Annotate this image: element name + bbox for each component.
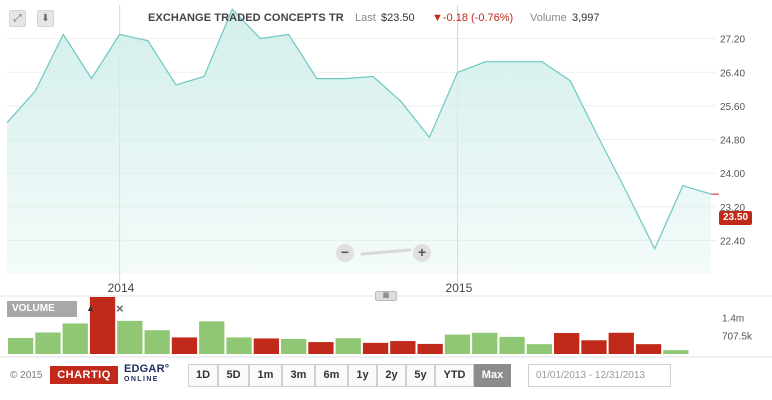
x-tick-label: 2014: [108, 281, 135, 295]
chart-header: ⤢ ⬇ EXCHANGE TRADED CONCEPTS TR Last $23…: [0, 8, 772, 28]
volume-tick-label: 1.4m: [722, 314, 744, 325]
zoom-slider-track[interactable]: [360, 248, 412, 256]
range-1d-button[interactable]: 1D: [188, 364, 218, 387]
volume-bar: [390, 341, 416, 354]
volume-panel-label: VOLUME: [7, 301, 77, 317]
volume-tick-label: 707.5k: [722, 332, 753, 343]
volume-bar: [253, 338, 279, 354]
volume-bar: [117, 320, 143, 354]
panel-resize-handle[interactable]: ▦: [375, 291, 397, 301]
volume-bar: [663, 350, 689, 354]
close-icon[interactable]: ×: [116, 301, 124, 316]
chart-footer: © 2015 CHARTIQ EDGAR° ONLINE 1D 5D 1m 3m…: [0, 362, 772, 390]
zoom-out-button[interactable]: −: [336, 244, 354, 262]
volume-bar: [335, 338, 361, 354]
y-tick-label: 26.40: [720, 68, 745, 79]
range-5y-button[interactable]: 5y: [406, 364, 435, 387]
copyright: © 2015: [10, 370, 43, 381]
range-1m-button[interactable]: 1m: [249, 364, 282, 387]
range-ytd-button[interactable]: YTD: [435, 364, 474, 387]
volume-bar: [308, 342, 334, 354]
company-name: EXCHANGE TRADED CONCEPTS TR: [148, 12, 344, 24]
price-change: ▼-0.18 (-0.76%): [432, 12, 514, 24]
volume-bar: [472, 332, 498, 354]
volume-axis: 1.4m 707.5k: [722, 314, 753, 343]
volume-bar: [35, 332, 61, 354]
date-range-input[interactable]: 01/01/2013 - 12/31/2013: [528, 364, 671, 387]
price-line: [6, 8, 712, 251]
last-price: $23.50: [381, 12, 415, 24]
zoom-in-button[interactable]: +: [413, 244, 431, 262]
price-area: [7, 9, 711, 274]
volume-bar: [8, 337, 34, 354]
volume-bar: [635, 344, 662, 354]
range-1y-button[interactable]: 1y: [348, 364, 377, 387]
volume-bar: [362, 342, 389, 354]
last-label: Last: [355, 12, 376, 24]
volume-bar: [417, 343, 443, 354]
range-6m-button[interactable]: 6m: [315, 364, 348, 387]
x-tick-label: 2015: [446, 281, 473, 295]
arrow-up-icon[interactable]: ▲: [86, 303, 95, 313]
volume-bar: [62, 323, 88, 354]
down-arrow-icon[interactable]: ⬇: [37, 10, 54, 27]
chartiq-logo[interactable]: CHARTIQ: [50, 366, 118, 384]
volume-label: Volume: [530, 12, 567, 24]
volume-bar: [526, 344, 552, 354]
volume-value: 3,997: [572, 12, 600, 24]
edgar-online-text: ONLINE: [124, 376, 159, 383]
range-max-button[interactable]: Max: [474, 364, 511, 387]
y-tick-label: 24.00: [720, 169, 745, 180]
y-tick-label: 23.20: [720, 203, 745, 214]
range-2y-button[interactable]: 2y: [377, 364, 406, 387]
volume-bar: [171, 337, 198, 354]
range-3m-button[interactable]: 3m: [282, 364, 315, 387]
x-axis: 2014 2015: [108, 281, 473, 295]
volume-bar: [89, 297, 116, 354]
volume-bar: [499, 336, 525, 354]
y-tick-label: 27.20: [720, 35, 745, 46]
y-axis: 27.20 26.40 25.60 24.80 24.00 23.20 22.40: [720, 35, 745, 248]
volume-bars: [0, 295, 772, 358]
y-tick-label: 22.40: [720, 236, 745, 247]
volume-bar: [581, 340, 607, 354]
volume-bar: [608, 332, 634, 354]
range-5d-button[interactable]: 5D: [218, 364, 249, 387]
y-tick-label: 25.60: [720, 102, 745, 113]
volume-bar: [226, 337, 252, 354]
edgar-logo[interactable]: EDGAR°: [124, 363, 170, 375]
volume-bar: [444, 334, 471, 354]
volume-bar: [554, 333, 580, 354]
current-price-tag: 23.50: [719, 211, 752, 225]
y-tick-label: 24.80: [720, 136, 745, 147]
volume-bar: [144, 330, 170, 354]
volume-bar: [199, 321, 225, 354]
expand-icon[interactable]: ⤢: [9, 10, 26, 27]
volume-bar: [281, 338, 307, 354]
